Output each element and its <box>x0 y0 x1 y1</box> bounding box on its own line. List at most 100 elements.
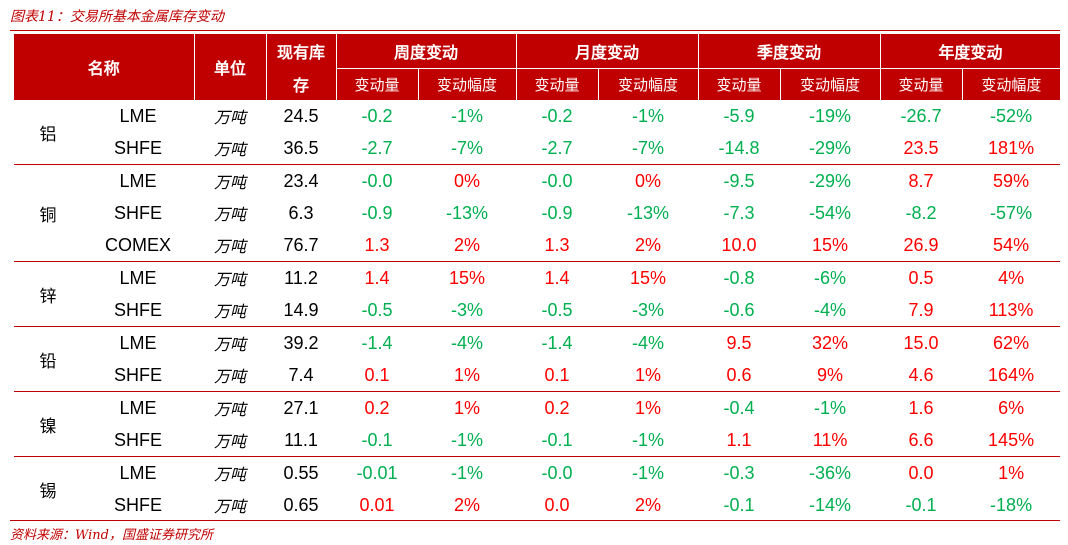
stock-value: 0.65 <box>283 494 319 515</box>
change-pct: -1% <box>598 456 699 489</box>
change-pct: -36% <box>780 456 881 489</box>
header-stock-line1: 现有库 <box>266 34 337 69</box>
change-amount: 15.0 <box>880 326 963 359</box>
table-row: 锌 LME 万吨 11.2 1.4 15% 1.4 15% -0.8 -6% 0.5 4% <box>14 261 1061 327</box>
header-unit: 单位 <box>194 34 267 100</box>
exchange-name: SHFE <box>114 137 163 158</box>
change-amount: -0.8 <box>698 261 781 294</box>
change-amount: 0.5 <box>880 261 963 294</box>
change-amount: 0.1 <box>364 364 390 385</box>
change-amount: 0.6 <box>726 364 752 385</box>
stock-value: 7.4 <box>288 364 314 385</box>
change-amount: 1.4 <box>336 261 419 294</box>
exchange-name: LME <box>82 456 195 489</box>
change-amount: 0.2 <box>516 391 599 424</box>
change-amount: -0.1 <box>541 429 573 450</box>
change-pct: 145% <box>988 429 1035 450</box>
table-row: SHFE 万吨 36.5 -2.7 -7% -2.7 -7% -14.8 -29% 23.5 181… <box>14 132 1060 165</box>
change-amount: 8.7 <box>880 164 963 197</box>
stock-value: 11.2 <box>266 261 337 294</box>
table-body: 铝 LME 万吨 24.5 -0.2 -1% -0.2 -1% -5.9 -19% -26.7 -52… <box>14 100 1061 521</box>
exchange-name: LME <box>119 105 157 126</box>
change-amount: -2.7 <box>361 137 393 158</box>
change-pct: -4% <box>598 326 699 359</box>
change-pct: 4% <box>962 261 1061 294</box>
change-pct: 6% <box>962 391 1061 424</box>
unit-cell: 万吨 <box>194 326 267 359</box>
change-pct: 62% <box>962 326 1061 359</box>
change-amount: 1.1 <box>726 429 752 450</box>
change-pct: -52% <box>990 105 1033 126</box>
subheader-amount: 变动量 <box>336 68 419 100</box>
change-pct: -1% <box>632 105 665 126</box>
change-pct: 9% <box>817 364 844 385</box>
exchange-name: LME <box>82 164 195 197</box>
change-amount: -0.5 <box>541 299 573 320</box>
stock-value: 0.55 <box>266 456 337 489</box>
change-pct: 1% <box>418 391 517 424</box>
change-pct: 11% <box>812 429 848 450</box>
unit-cell: 万吨 <box>214 108 247 127</box>
stock-value: 36.5 <box>283 137 319 158</box>
subheader-pct: 变动幅度 <box>598 68 699 100</box>
change-pct: 2% <box>454 234 481 255</box>
stock-value: 23.4 <box>266 164 337 197</box>
bottom-rule <box>10 520 1060 521</box>
subheader-amount: 变动量 <box>698 68 781 100</box>
source-note: 资料来源：Wind，国盛证券研究所 <box>10 528 213 543</box>
change-pct: 1% <box>962 456 1061 489</box>
stock-value: 39.2 <box>266 326 337 359</box>
top-rule <box>10 30 1060 31</box>
stock-value: 76.7 <box>283 234 319 255</box>
change-pct: 15% <box>598 261 699 294</box>
change-amount: -1.4 <box>336 326 419 359</box>
change-amount: 0.01 <box>359 494 395 515</box>
change-pct: 164% <box>988 364 1035 385</box>
change-pct: -7% <box>632 137 665 158</box>
exchange-name: SHFE <box>114 429 163 450</box>
exchange-name: SHFE <box>114 364 163 385</box>
change-pct: -1% <box>632 429 665 450</box>
metal-name: 铜 <box>14 164 82 262</box>
change-amount: 26.9 <box>903 234 939 255</box>
change-amount: -0.5 <box>361 299 393 320</box>
change-pct: -29% <box>780 164 881 197</box>
table-header: 名称 单位 现有库 周度变动 月度变动 季度变动 年度变动 存 变动量 变动幅度… <box>14 34 1061 100</box>
change-amount: -8.2 <box>905 202 937 223</box>
change-amount: -0.1 <box>905 494 937 515</box>
change-amount: -0.0 <box>336 164 419 197</box>
change-amount: 7.9 <box>908 299 934 320</box>
metal-name: 锡 <box>14 456 82 521</box>
change-pct: -1% <box>418 456 517 489</box>
change-amount: -2.7 <box>541 137 573 158</box>
change-amount: 23.5 <box>903 137 939 158</box>
header-stock-line2: 存 <box>266 68 337 100</box>
change-amount: -14.8 <box>718 137 760 158</box>
unit-cell: 万吨 <box>214 432 247 451</box>
exchange-name: LME <box>82 391 195 424</box>
unit-cell: 万吨 <box>194 391 267 424</box>
unit-cell: 万吨 <box>194 164 267 197</box>
change-amount: -0.4 <box>698 391 781 424</box>
change-amount: 1.3 <box>364 234 390 255</box>
change-pct: -3% <box>632 299 665 320</box>
unit-cell: 万吨 <box>214 205 247 224</box>
stock-value: 14.9 <box>283 299 319 320</box>
change-pct: 113% <box>988 299 1034 320</box>
table-row: SHFE 万吨 14.9 -0.5 -3% -0.5 -3% -0.6 -4% 7.9 113% <box>14 294 1060 327</box>
change-pct: 0% <box>598 164 699 197</box>
change-amount: 0.2 <box>336 391 419 424</box>
table-row: SHFE 万吨 6.3 -0.9 -13% -0.9 -13% -7.3 -54% -8.2 -57… <box>14 197 1060 229</box>
subheader-pct: 变动幅度 <box>780 68 881 100</box>
change-amount: -0.3 <box>698 456 781 489</box>
stock-value: 11.1 <box>284 429 318 450</box>
change-pct: -1% <box>451 105 484 126</box>
change-amount: -0.9 <box>361 202 393 223</box>
exchange-name: COMEX <box>105 234 172 255</box>
header-weekly: 周度变动 <box>336 34 517 69</box>
unit-cell: 万吨 <box>194 261 267 294</box>
change-amount: -26.7 <box>900 105 942 126</box>
figure-caption: 图表11：交易所基本金属库存变动 <box>10 9 224 25</box>
metal-name: 锌 <box>14 261 82 327</box>
change-pct: -3% <box>451 299 484 320</box>
